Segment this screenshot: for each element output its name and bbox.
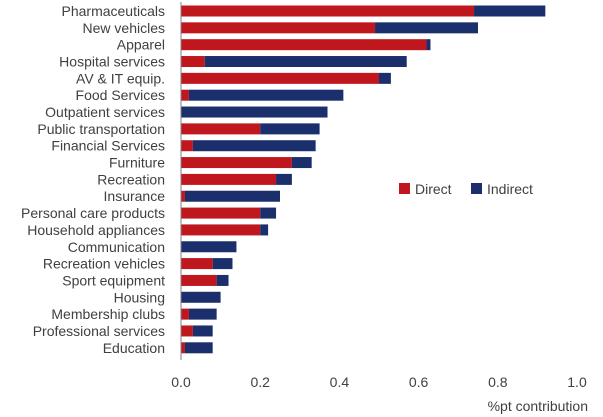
- bar-indirect-food-services: [188, 89, 344, 101]
- category-label-household-appliances: Household appliances: [27, 222, 165, 238]
- category-label-food-services: Food Services: [76, 87, 165, 103]
- category-label-new-vehicles: New vehicles: [83, 20, 165, 36]
- bar-indirect-education: [184, 342, 213, 354]
- bar-indirect-outpatient-services: [181, 106, 328, 118]
- bar-indirect-communication: [181, 241, 237, 253]
- bar-indirect-insurance: [184, 190, 280, 202]
- bar-direct-food-services: [181, 89, 189, 101]
- bar-indirect-pharmaceuticals: [474, 5, 546, 17]
- category-label-pharmaceuticals: Pharmaceuticals: [62, 3, 166, 19]
- bar-direct-recreation-vehicles: [181, 258, 213, 270]
- bar-direct-professional-services: [181, 325, 193, 337]
- category-label-membership-clubs: Membership clubs: [51, 306, 165, 322]
- x-tick-label-1-0: 1.0: [567, 374, 587, 390]
- bar-direct-hospital-services: [181, 56, 205, 68]
- bars-group: [181, 5, 546, 354]
- bar-direct-public-transportation: [181, 123, 261, 135]
- bar-indirect-new-vehicles: [375, 22, 478, 34]
- category-label-av-it-equip: AV & IT equip.: [76, 70, 165, 86]
- category-label-recreation: Recreation: [97, 171, 165, 187]
- bar-indirect-av-it-equip: [379, 72, 391, 84]
- category-label-recreation-vehicles: Recreation vehicles: [43, 256, 165, 272]
- bar-direct-new-vehicles: [181, 22, 376, 34]
- legend-direct-label: Direct: [415, 181, 452, 197]
- category-label-communication: Communication: [68, 239, 165, 255]
- x-tick-label-0-8: 0.8: [488, 374, 508, 390]
- bar-direct-apparel: [181, 39, 427, 51]
- legend-direct-swatch: [399, 183, 410, 194]
- bar-direct-membership-clubs: [181, 308, 189, 320]
- bar-indirect-recreation-vehicles: [212, 258, 233, 270]
- bar-direct-financial-services: [181, 140, 193, 152]
- bar-indirect-membership-clubs: [188, 308, 217, 320]
- legend: Direct Indirect: [399, 181, 533, 197]
- bar-direct-av-it-equip: [181, 72, 379, 84]
- category-label-insurance: Insurance: [104, 188, 166, 204]
- x-axis-label: %pt contribution: [488, 398, 588, 414]
- legend-indirect-label: Indirect: [487, 181, 533, 197]
- bar-indirect-apparel: [426, 39, 431, 51]
- x-tick-label-0-4: 0.4: [330, 374, 350, 390]
- category-label-professional-services: Professional services: [33, 323, 165, 339]
- bar-indirect-household-appliances: [260, 224, 269, 236]
- bar-direct-furniture: [181, 157, 292, 169]
- category-label-public-transportation: Public transportation: [37, 121, 165, 137]
- bar-indirect-recreation: [276, 173, 292, 185]
- bar-direct-education: [181, 342, 185, 354]
- bar-indirect-furniture: [291, 157, 312, 169]
- bar-direct-insurance: [181, 190, 185, 202]
- bar-indirect-public-transportation: [260, 123, 320, 135]
- bar-indirect-personal-care-products: [260, 207, 277, 219]
- bar-direct-household-appliances: [181, 224, 261, 236]
- category-label-furniture: Furniture: [109, 155, 165, 171]
- x-tick-label-0-0: 0.0: [171, 374, 191, 390]
- category-label-education: Education: [103, 340, 165, 356]
- category-label-hospital-services: Hospital services: [59, 54, 165, 70]
- category-label-personal-care-products: Personal care products: [21, 205, 165, 221]
- bar-indirect-sport-equipment: [216, 274, 229, 286]
- legend-indirect-swatch: [471, 183, 482, 194]
- category-label-financial-services: Financial Services: [51, 138, 165, 154]
- x-tick-labels: 0.0 0.2 0.4 0.6 0.8 1.0: [171, 374, 587, 390]
- bar-direct-personal-care-products: [181, 207, 261, 219]
- x-tick-label-0-6: 0.6: [409, 374, 429, 390]
- category-label-sport-equipment: Sport equipment: [62, 272, 165, 288]
- bar-indirect-hospital-services: [204, 56, 407, 68]
- bar-direct-pharmaceuticals: [181, 5, 475, 17]
- bar-indirect-professional-services: [192, 325, 213, 337]
- category-label-outpatient-services: Outpatient services: [45, 104, 165, 120]
- bar-indirect-financial-services: [192, 140, 316, 152]
- x-tick-label-0-2: 0.2: [250, 374, 270, 390]
- category-label-apparel: Apparel: [117, 37, 165, 53]
- category-label-housing: Housing: [114, 289, 165, 305]
- bar-direct-recreation: [181, 173, 277, 185]
- bar-direct-sport-equipment: [181, 274, 217, 286]
- bar-indirect-housing: [181, 291, 221, 303]
